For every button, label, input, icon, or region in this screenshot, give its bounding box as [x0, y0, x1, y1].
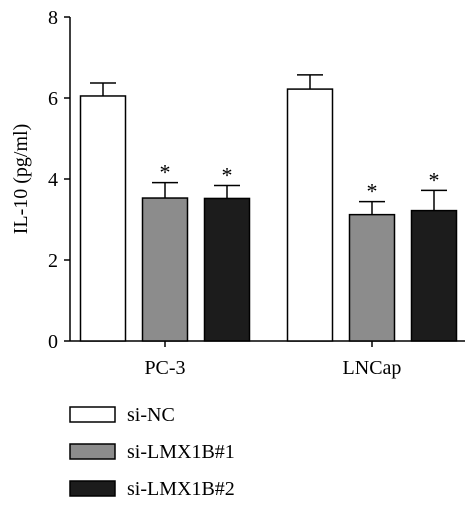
legend-swatch: [69, 443, 116, 460]
significance-marker: *: [222, 162, 233, 187]
y-tick-label: 6: [48, 88, 58, 110]
y-tick-label: 4: [48, 169, 58, 191]
legend-label: si-LMX1B#1: [127, 441, 235, 463]
legend-swatch: [69, 480, 116, 497]
bar-si-nc-pc-3: [79, 95, 127, 342]
bar-si-lmx1b-1-lncap: [348, 213, 396, 342]
bar-si-lmx1b-2-lncap: [410, 209, 458, 342]
y-tick-label: 2: [48, 250, 58, 272]
y-tick-label: 0: [48, 331, 58, 353]
x-category-label: LNCap: [343, 357, 402, 379]
bar-si-lmx1b-1-pc-3: [141, 197, 189, 342]
legend-label: si-NC: [127, 404, 175, 426]
significance-marker: *: [429, 167, 440, 192]
x-category-label: PC-3: [144, 357, 185, 379]
bar-si-nc-lncap: [286, 88, 334, 342]
bars: [79, 74, 458, 342]
labels: 0 2 4 6 8 IL-10 (pg/ml) PC-3 * * LNCap * *: [10, 7, 440, 379]
y-axis-label: IL-10 (pg/ml): [10, 124, 32, 235]
axes: [64, 16, 465, 347]
legend-swatch: [69, 406, 116, 423]
significance-marker: *: [160, 160, 171, 185]
legend-label: si-LMX1B#2: [127, 478, 235, 500]
legend: si-NC si-LMX1B#1 si-LMX1B#2: [69, 404, 235, 500]
bar-si-lmx1b-2-pc-3: [203, 197, 251, 342]
y-tick-label: 8: [48, 7, 58, 29]
significance-marker: *: [367, 179, 378, 204]
